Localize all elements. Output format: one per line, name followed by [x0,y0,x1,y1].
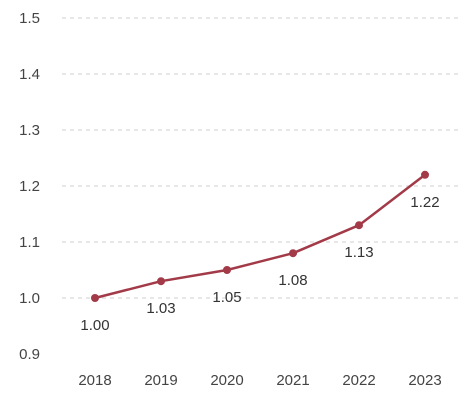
data-label: 1.13 [344,244,373,261]
y-tick-label: 1.3 [19,122,40,139]
x-tick-label: 2023 [408,372,441,389]
data-point [91,294,99,302]
data-point [421,170,429,179]
y-axis-ticks: 0.9 1.0 1.1 1.2 1.3 1.4 1.5 [19,10,40,363]
y-tick-label: 0.9 [19,346,40,363]
x-tick-label: 2020 [210,372,243,389]
data-label: 1.22 [410,194,439,211]
data-label: 1.05 [212,289,241,306]
x-tick-label: 2019 [144,372,177,389]
data-label: 1.03 [146,300,175,317]
data-point [289,249,297,258]
data-point [355,221,363,230]
y-tick-label: 1.0 [19,290,40,307]
data-point [157,277,165,286]
y-tick-label: 1.2 [19,178,40,195]
data-point [223,266,231,274]
y-tick-label: 1.1 [19,234,40,251]
data-points [91,170,429,302]
data-labels: 1.00 1.03 1.05 1.08 1.13 1.22 [80,194,439,334]
series-line [93,173,427,300]
y-tick-label: 1.4 [19,66,40,83]
y-tick-label: 1.5 [19,10,40,27]
data-label: 1.00 [80,317,109,334]
x-tick-label: 2021 [276,372,309,389]
data-label: 1.08 [278,272,307,289]
gridlines [62,17,458,299]
x-axis-ticks: 2018 2019 2020 2021 2022 2023 [78,372,441,389]
x-tick-label: 2022 [342,372,375,389]
series-line-layer [93,173,427,300]
x-tick-label: 2018 [78,372,111,389]
